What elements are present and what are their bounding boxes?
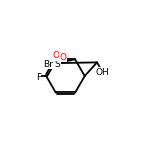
Text: Br: Br — [44, 60, 54, 69]
Text: S: S — [54, 60, 60, 69]
Text: F: F — [36, 73, 41, 81]
Text: OH: OH — [95, 68, 109, 77]
Text: O: O — [59, 53, 66, 62]
Text: O: O — [52, 51, 59, 60]
